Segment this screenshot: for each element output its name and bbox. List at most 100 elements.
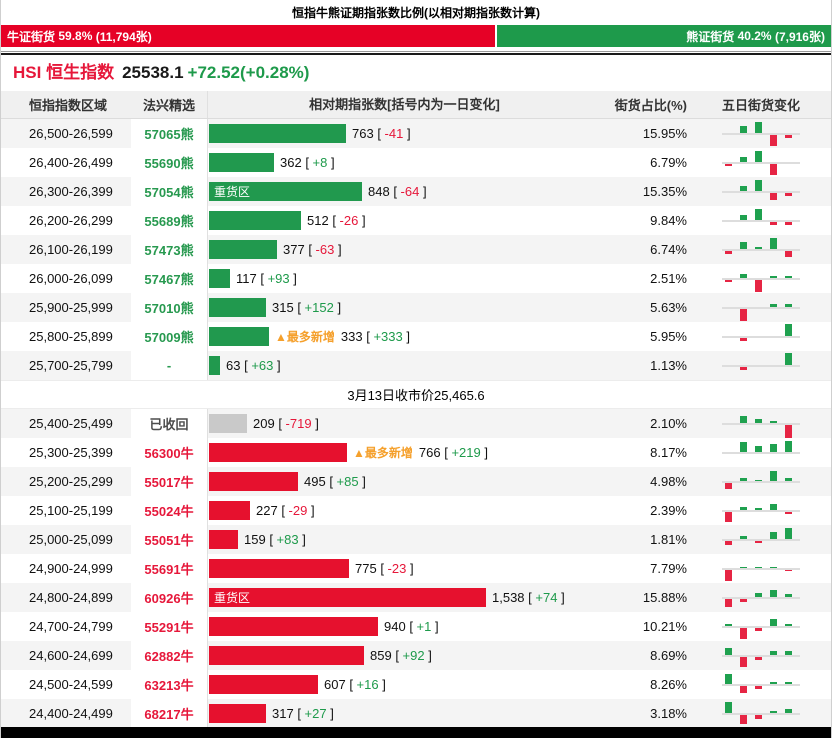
mini-axis <box>722 596 800 599</box>
five-day-cell <box>691 613 831 641</box>
mini-axis <box>722 277 800 280</box>
index-range: 26,200-26,299 <box>29 213 113 228</box>
warrant-code-link[interactable]: 57467熊 <box>131 264 207 293</box>
bear-ratio-segment: 熊证街货 40.2% (7,916张) <box>497 25 831 47</box>
index-range: 24,500-24,599 <box>29 677 113 692</box>
mini-axis <box>722 422 800 425</box>
table-row: 24,500-24,599 63213牛 607 [ +16 ] 8.26% <box>1 670 831 699</box>
five-day-up-bar <box>770 531 777 539</box>
five-day-down-bar <box>725 482 732 489</box>
five-day-up-bar <box>755 121 762 133</box>
warrant-code-link[interactable]: 已收回 <box>131 409 207 438</box>
volume-bar <box>209 124 346 143</box>
warrant-code-link[interactable]: 55017牛 <box>131 467 207 496</box>
five-day-up-bar <box>740 566 747 568</box>
mini-axis <box>722 306 800 309</box>
warrant-code-link[interactable]: 57009熊 <box>131 322 207 351</box>
five-day-down-bar <box>755 540 762 543</box>
five-day-up-bar <box>755 566 762 568</box>
bar-value-text: 209 [ -719 ] <box>253 416 319 431</box>
five-day-down-bar <box>755 685 762 689</box>
bull-ratio-segment: 牛证街货 59.8% (11,794张) <box>1 25 498 47</box>
warrant-code-link[interactable]: 55051牛 <box>131 525 207 554</box>
five-day-up-bar <box>785 593 792 597</box>
bull-ratio-count: (11,794张) <box>95 29 152 44</box>
warrant-code-link[interactable]: 55291牛 <box>131 612 207 641</box>
bar-value-text: 117 [ +93 ] <box>236 271 297 286</box>
volume-bar <box>209 298 266 317</box>
five-day-cell <box>691 352 831 380</box>
five-day-down-bar <box>785 569 792 571</box>
five-day-up-bar <box>725 647 732 655</box>
five-day-cell <box>691 642 831 670</box>
bar-cell: 377 [ -63 ] <box>207 235 601 264</box>
table-row: 26,100-26,199 57473熊 377 [ -63 ] 6.74% <box>1 235 831 264</box>
bar-value-text: 859 [ +92 ] <box>370 648 432 663</box>
five-day-down-bar <box>770 134 777 146</box>
warrant-code-link[interactable]: 57473熊 <box>131 235 207 264</box>
index-range: 24,900-24,999 <box>29 561 113 576</box>
bar-value-text: 333 [ +333 ] <box>340 329 410 344</box>
warrant-code-link[interactable]: 60926牛 <box>131 583 207 612</box>
five-day-cell <box>691 207 831 235</box>
index-summary: HSI 恒生指数 25538.1 +72.52(+0.28%) <box>13 61 831 85</box>
mini-axis <box>722 480 800 483</box>
bar-cell: 63 [ +63 ] <box>207 351 601 380</box>
five-day-up-bar <box>755 208 762 220</box>
warrant-code-link[interactable]: 55689熊 <box>131 206 207 235</box>
warrant-code-link[interactable]: - <box>131 351 207 380</box>
warrant-code-link[interactable]: 56300牛 <box>131 438 207 467</box>
five-day-up-bar <box>755 150 762 162</box>
bar-cell: 重货区 1,538 [ +74 ] <box>207 583 601 612</box>
warrant-code-link[interactable]: 55024牛 <box>131 496 207 525</box>
table-row: 25,100-25,199 55024牛 227 [ -29 ] 2.39% <box>1 496 831 525</box>
street-pct: 3.18% <box>650 706 687 721</box>
bar-cell: 317 [ +27 ] <box>207 699 601 728</box>
five-day-up-bar <box>770 303 777 307</box>
street-pct: 15.35% <box>642 184 687 199</box>
index-range: 25,800-25,899 <box>29 329 113 344</box>
volume-bar <box>209 269 230 288</box>
five-day-down-bar <box>725 540 732 545</box>
warrant-code-link[interactable]: 62882牛 <box>131 641 207 670</box>
col-header-pct: 街货占比(%) <box>614 98 687 113</box>
volume-bar <box>209 617 378 636</box>
five-day-cell <box>691 410 831 438</box>
five-day-up-bar <box>740 214 747 220</box>
mini-axis <box>722 364 800 367</box>
table-row: 24,400-24,499 68217牛 317 [ +27 ] 3.18% <box>1 699 831 728</box>
street-pct: 7.79% <box>650 561 687 576</box>
five-day-cell <box>691 671 831 699</box>
five-day-cell <box>691 178 831 206</box>
bar-value-text: 317 [ +27 ] <box>272 706 334 721</box>
five-day-cell <box>691 584 831 612</box>
street-pct: 15.88% <box>642 590 687 605</box>
warrant-code-link[interactable]: 57065熊 <box>131 119 207 148</box>
five-day-up-bar <box>785 527 792 539</box>
bear-ratio-count: (7,916张) <box>774 29 825 44</box>
bear-section: 26,500-26,599 57065熊 763 [ -41 ] 15.95% … <box>1 119 831 380</box>
warrant-code-link[interactable]: 57054熊 <box>131 177 207 206</box>
index-range: 26,000-26,099 <box>29 271 113 286</box>
five-day-cell <box>691 555 831 583</box>
street-pct: 1.13% <box>650 358 687 373</box>
volume-bar <box>209 559 349 578</box>
index-range: 26,400-26,499 <box>29 155 113 170</box>
warrant-code-link[interactable]: 55691牛 <box>131 554 207 583</box>
five-day-down-bar <box>770 192 777 200</box>
index-range: 24,400-24,499 <box>29 706 113 721</box>
warrant-code-link[interactable]: 57010熊 <box>131 293 207 322</box>
five-day-cell <box>691 323 831 351</box>
warrant-code-link[interactable]: 68217牛 <box>131 699 207 728</box>
volume-bar <box>209 472 298 491</box>
warrant-code-link[interactable]: 55690熊 <box>131 148 207 177</box>
five-day-up-bar <box>755 445 762 452</box>
street-pct: 15.95% <box>642 126 687 141</box>
warrant-code-link[interactable]: 63213牛 <box>131 670 207 699</box>
five-day-up-bar <box>740 273 747 278</box>
bar-cell: 940 [ +1 ] <box>207 612 601 641</box>
bar-cell: 607 [ +16 ] <box>207 670 601 699</box>
five-day-down-bar <box>755 714 762 719</box>
volume-bar: 重货区 <box>209 182 362 201</box>
